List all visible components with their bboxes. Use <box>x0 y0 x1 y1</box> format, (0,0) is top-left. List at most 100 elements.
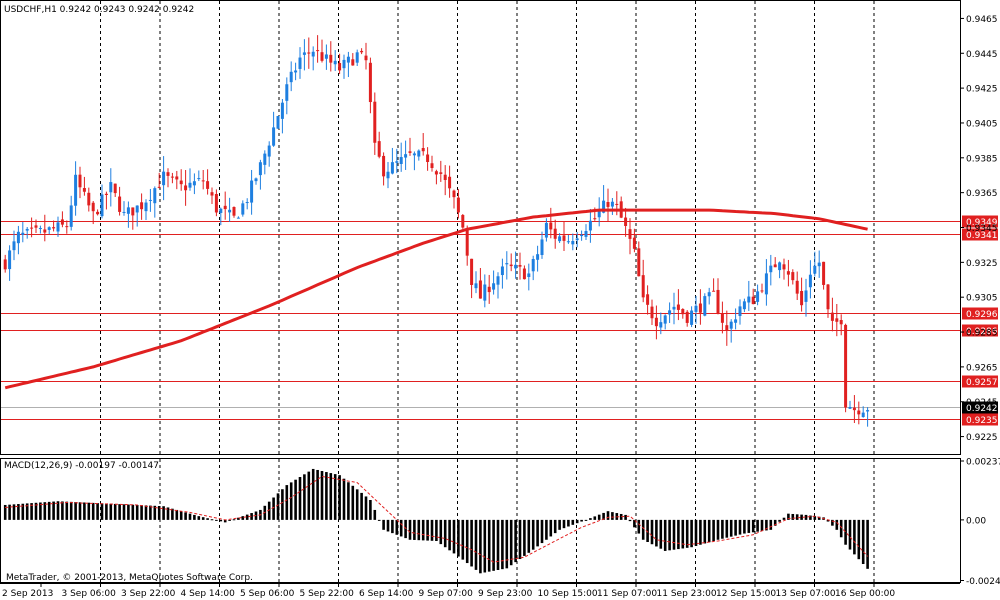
level-label: 0.9296 <box>966 310 998 320</box>
macd-bar <box>637 519 641 534</box>
candle-body <box>522 268 526 280</box>
macd-bar <box>443 519 447 548</box>
macd-bar <box>496 519 500 570</box>
level-label: 0.9235 <box>966 416 998 426</box>
candle-body <box>514 264 518 269</box>
candle-body <box>786 271 790 275</box>
candle-body <box>245 202 249 204</box>
macd-bar <box>162 506 165 520</box>
macd-panel[interactable]: MACD(12,26,9) -0.00197 -0.00147 MetaTrad… <box>0 458 961 584</box>
macd-bar <box>311 468 315 520</box>
macd-bar <box>690 519 693 548</box>
price-tick-label: 0.9285 <box>966 329 998 339</box>
macd-bar <box>34 502 38 520</box>
candle-body <box>329 54 333 63</box>
macd-bar <box>417 519 421 541</box>
macd-bar <box>743 519 746 534</box>
macd-bar <box>483 519 487 573</box>
macd-bar <box>272 497 275 520</box>
candle-body <box>412 153 416 156</box>
macd-bar <box>206 518 209 520</box>
macd-bar <box>848 519 852 550</box>
macd-bar <box>413 519 416 540</box>
candle-body <box>166 172 170 176</box>
macd-bar <box>597 514 601 520</box>
macd-bar <box>228 519 231 521</box>
macd-bar <box>602 512 605 520</box>
candle-body <box>452 190 456 198</box>
candle-body <box>553 228 557 239</box>
time-tick-label: 9 Sep 07:00 <box>419 589 474 599</box>
candle-body <box>214 193 218 213</box>
macd-bar <box>52 501 55 520</box>
price-tick-label: 0.9385 <box>966 154 998 164</box>
candle-body <box>866 410 870 412</box>
candle-body <box>404 154 408 158</box>
candle-body <box>324 54 328 59</box>
candle-body <box>549 222 553 230</box>
candle-body <box>505 263 509 265</box>
level-label: 0.9286 <box>966 327 998 337</box>
horizontal-levels[interactable] <box>0 221 960 420</box>
macd-bar <box>791 513 795 520</box>
candle-body <box>575 238 579 241</box>
price-tick-label: 0.9465 <box>966 15 998 25</box>
candle-body <box>641 275 645 298</box>
candle-body <box>562 235 566 241</box>
macd-tick-label: 0.00237 <box>966 457 1000 467</box>
macd-bar <box>787 513 790 520</box>
macd-bar <box>514 519 517 563</box>
candle-body <box>170 176 174 178</box>
macd-bar <box>135 504 139 520</box>
macd-bar <box>611 512 614 520</box>
macd-bar <box>853 519 856 555</box>
candle-body <box>764 273 768 295</box>
candle-body <box>830 312 834 321</box>
macd-bar <box>817 516 821 520</box>
candle-body <box>38 228 42 230</box>
macd-bar <box>201 517 205 520</box>
candle-body <box>536 254 540 260</box>
candle-body <box>518 265 522 267</box>
moving-average-line <box>4 208 868 390</box>
price-panel[interactable]: USDCHF,H1 0.9242 0.9243 0.9242 0.9242 <box>0 0 961 455</box>
macd-bar <box>360 492 363 520</box>
candle-body <box>311 51 315 57</box>
macd-bar <box>96 503 99 520</box>
candle-body <box>162 171 166 186</box>
macd-bar <box>245 514 249 520</box>
macd-bar <box>804 514 808 520</box>
candle-body <box>650 306 654 319</box>
candle-body <box>21 232 25 235</box>
macd-bar <box>809 515 812 520</box>
macd-bar <box>281 489 284 520</box>
candle-body <box>157 186 161 188</box>
time-tick-label: 5 Sep 06:00 <box>240 589 295 599</box>
macd-bar <box>391 519 394 534</box>
candle-body <box>844 324 848 408</box>
candle-body <box>571 241 575 245</box>
candle-body <box>646 294 650 305</box>
candle-body <box>492 283 496 290</box>
macd-bar <box>452 519 456 554</box>
candle-body <box>241 203 245 215</box>
candle-body <box>316 50 320 52</box>
candle-body <box>720 313 724 323</box>
candle-body <box>408 151 412 153</box>
price-axis: 0.9349 0.9341 0.9296 0.9286 0.9257 0.9235 0.94… <box>960 15 998 443</box>
macd-bar <box>487 519 491 572</box>
macd-bar <box>47 501 51 520</box>
candle-body <box>333 60 337 65</box>
candle-body <box>360 50 364 53</box>
candle-body <box>421 148 425 152</box>
candle-body <box>104 193 108 195</box>
candle-body <box>588 220 592 231</box>
candle-body <box>69 205 73 227</box>
candle-body <box>434 171 438 175</box>
candle-body <box>65 226 69 228</box>
candle-body <box>126 207 130 214</box>
candle-body <box>861 412 865 418</box>
level-label-box <box>962 375 998 388</box>
macd-bar <box>355 489 359 520</box>
